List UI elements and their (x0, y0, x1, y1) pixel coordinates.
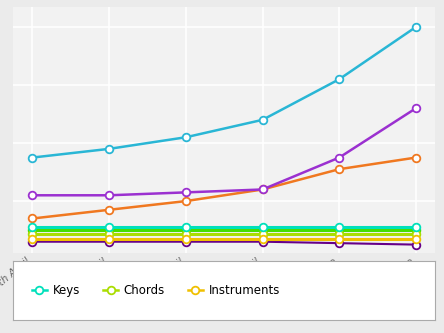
Legend: Keys, Chords, Instruments: Keys, Chords, Instruments (28, 279, 285, 302)
